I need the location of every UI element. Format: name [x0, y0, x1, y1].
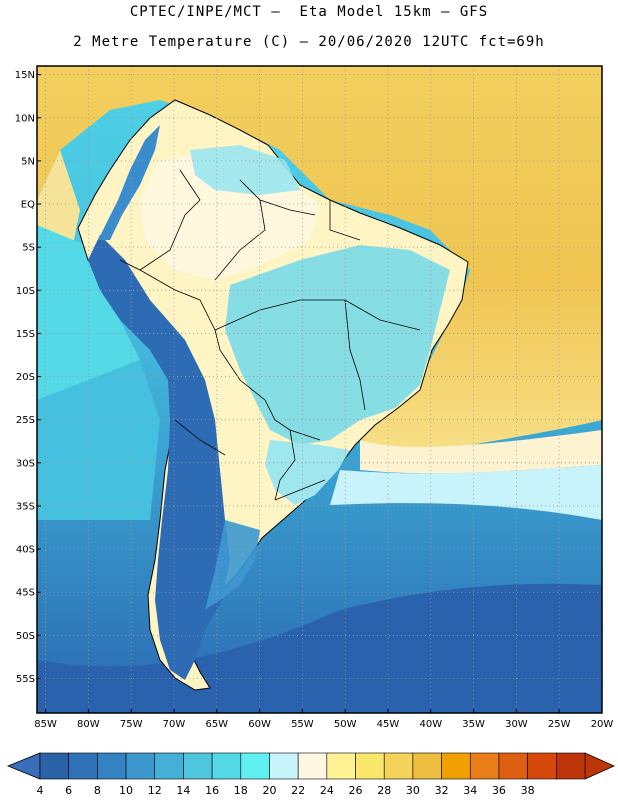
lon-tick-label: 30W — [505, 719, 528, 730]
south-brazil-region — [265, 440, 350, 505]
lat-tick-label: 40S — [16, 545, 35, 556]
colorbar-swatch — [125, 752, 156, 780]
lon-tick-label: 45W — [377, 719, 400, 730]
colorbar-label: 10 — [119, 784, 133, 797]
colorbar-label: 30 — [406, 784, 420, 797]
colorbar-label: 18 — [234, 784, 248, 797]
colorbar-swatch — [441, 752, 471, 780]
lat-tick-label: 15N — [15, 70, 35, 81]
lat-tick-label: 30S — [16, 458, 35, 469]
lon-tick-label: 25W — [548, 719, 571, 730]
colorbar-swatch — [240, 752, 270, 780]
colorbar-swatch — [211, 752, 242, 780]
lon-tick-label: 60W — [248, 719, 271, 730]
lat-tick-label: 10S — [16, 286, 35, 297]
lat-tick-label: EQ — [21, 200, 35, 211]
southern-ocean-deep — [37, 583, 602, 713]
colorbar-label: 20 — [262, 784, 276, 797]
lat-tick-label: 55S — [16, 674, 35, 685]
colorbar-label: 26 — [349, 784, 363, 797]
latitude-labels: 15N 10N 5N EQ 5S 10S 15S 20S 25S 30S 35S 40S 45S 50S 5… — [15, 70, 41, 685]
colorbar-swatch — [498, 752, 528, 780]
colorbar-label: 12 — [148, 784, 162, 797]
lat-tick-label: 35S — [16, 501, 35, 512]
lon-tick-label: 35W — [462, 719, 485, 730]
colorbar-label: 38 — [521, 784, 535, 797]
pacific-mid-field — [37, 360, 160, 520]
colorbar-label: 16 — [205, 784, 219, 797]
colorbar-label: 14 — [176, 784, 190, 797]
lon-tick-label: 70W — [163, 719, 186, 730]
colorbar-swatch — [97, 752, 127, 780]
lat-tick-label: 10N — [15, 113, 35, 124]
longitude-labels: 85W 80W 75W 70W 65W 60W 55W 50W 45W 40W 35W 30W 25W 2… — [34, 709, 613, 730]
temperature-map: 15N 10N 5N EQ 5S 10S 15S 20S 25S 30S 35S 40S 45S 50S 5… — [15, 65, 613, 730]
colorbar-label: 22 — [291, 784, 305, 797]
colorbar-label: 34 — [463, 784, 477, 797]
colorbar-swatch — [527, 752, 557, 780]
lat-tick-label: 20S — [16, 372, 35, 383]
colorbar-swatch — [383, 752, 414, 780]
map-frame — [36, 65, 603, 714]
colorbar-swatch — [269, 752, 299, 780]
lat-tick-label: 15S — [16, 329, 35, 340]
country-borders — [119, 169, 421, 501]
patagonia-region — [205, 520, 260, 610]
lat-tick-label: 5S — [22, 243, 35, 254]
colorbar-swatch — [154, 752, 184, 780]
map-field — [37, 66, 602, 713]
colorbar-swatch — [556, 752, 586, 780]
colorbar-swatch — [68, 752, 98, 780]
colorbar-swatch — [297, 752, 328, 780]
tropical-atlantic-field — [37, 66, 602, 451]
andes-cold-region — [88, 235, 230, 680]
lat-tick-label: 25S — [16, 415, 35, 426]
colorbar-label: 4 — [37, 784, 44, 797]
lon-tick-label: 50W — [334, 719, 357, 730]
brazil-cool-region — [225, 245, 450, 445]
lon-tick-label: 40W — [419, 719, 442, 730]
lon-tick-label: 80W — [77, 719, 100, 730]
colorbar-swatch — [412, 752, 442, 780]
colorbar-swatch — [39, 752, 69, 780]
lon-tick-label: 75W — [120, 719, 143, 730]
colorbar-label: 28 — [377, 784, 391, 797]
colorbar-high-arrow — [584, 752, 615, 780]
lat-tick-label: 5N — [21, 156, 35, 167]
colorbar-swatch — [326, 752, 356, 780]
andes-north-cold — [98, 125, 160, 240]
title-line-2: 2 Metre Temperature (C) – 20/06/2020 12U… — [73, 34, 545, 50]
colorbar-swatch — [355, 752, 385, 780]
lon-tick-label: 55W — [291, 719, 314, 730]
guiana-cool-region — [190, 145, 300, 195]
colorbar-label: 36 — [492, 784, 506, 797]
colorbar-label: 32 — [435, 784, 449, 797]
lon-tick-label: 85W — [34, 719, 57, 730]
title-line-1: CPTEC/INPE/MCT – Eta Model 15km – GFS — [129, 4, 489, 20]
colorbar-low-arrow — [6, 752, 41, 780]
pacific-cool-field — [37, 225, 140, 400]
colorbar-swatch — [469, 752, 500, 780]
lon-tick-label: 65W — [205, 719, 228, 730]
lat-tick-label: 50S — [16, 631, 35, 642]
colorbar-label: 24 — [320, 784, 334, 797]
lon-tick-label: 20W — [591, 719, 614, 730]
color-scale-bar: 4 6 8 10 12 14 16 18 20 22 24 26 28 30 32 34 36 38 — [6, 752, 615, 797]
colorbar-label: 8 — [94, 784, 101, 797]
lat-tick-label: 45S — [16, 588, 35, 599]
colorbar-label: 6 — [65, 784, 72, 797]
colorbar-swatch — [183, 752, 213, 780]
